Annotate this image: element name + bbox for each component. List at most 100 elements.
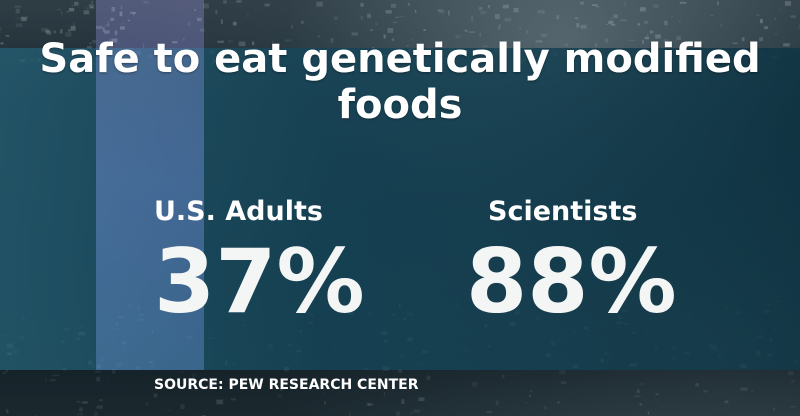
city-light	[370, 29, 374, 31]
city-light	[385, 10, 392, 14]
city-light	[247, 13, 249, 18]
city-light	[61, 11, 63, 16]
city-light	[395, 16, 400, 19]
city-light	[390, 3, 396, 8]
city-light	[74, 1, 79, 6]
city-light	[720, 24, 723, 27]
city-light	[513, 7, 519, 13]
city-light	[798, 24, 800, 29]
city-light	[316, 1, 323, 7]
city-light	[217, 40, 225, 43]
city-light	[351, 32, 358, 36]
city-light	[360, 2, 364, 7]
city-light	[482, 45, 488, 47]
city-light	[620, 19, 627, 22]
city-light	[535, 40, 543, 43]
stat-label-us-adults: U.S. Adults	[154, 196, 323, 227]
city-light	[318, 35, 320, 38]
city-light	[653, 4, 659, 9]
city-light	[387, 28, 394, 33]
city-light	[591, 4, 598, 6]
city-light	[741, 37, 745, 42]
city-light	[65, 32, 72, 37]
city-light	[478, 6, 483, 10]
city-light	[68, 8, 75, 12]
city-light	[637, 23, 641, 26]
stat-label-scientists: Scientists	[488, 196, 638, 227]
city-light	[580, 24, 587, 29]
city-light	[471, 16, 474, 21]
city-light	[468, 31, 475, 33]
stat-value-us-adults: 37%	[154, 230, 365, 333]
city-light	[604, 38, 609, 43]
city-light	[610, 17, 613, 20]
city-light	[392, 21, 398, 24]
city-light	[56, 9, 61, 11]
city-light	[611, 24, 616, 26]
city-light	[272, 41, 275, 43]
city-light	[203, 3, 209, 9]
city-light	[300, 20, 305, 24]
city-light	[46, 31, 52, 35]
city-light	[556, 15, 560, 20]
city-light	[649, 30, 654, 34]
city-light	[66, 11, 70, 13]
city-light	[228, 40, 234, 43]
city-light	[330, 38, 334, 43]
city-light	[86, 7, 89, 10]
city-light	[499, 24, 501, 28]
city-light	[537, 10, 545, 13]
city-light	[223, 0, 227, 4]
city-light	[639, 7, 646, 12]
city-light	[790, 15, 796, 18]
city-light	[252, 41, 255, 46]
city-light	[504, 17, 512, 22]
city-light	[375, 22, 378, 26]
city-light	[541, 12, 546, 15]
city-light	[480, 10, 486, 15]
city-light	[0, 42, 4, 45]
city-light	[0, 27, 2, 31]
city-light	[92, 39, 97, 44]
city-light	[488, 5, 490, 8]
city-light	[596, 6, 600, 8]
city-light	[644, 21, 648, 24]
city-light	[605, 23, 609, 25]
city-light	[5, 35, 10, 37]
city-light	[732, 42, 738, 44]
city-light	[423, 29, 427, 31]
city-light	[576, 23, 580, 28]
city-light	[91, 0, 93, 4]
city-light	[21, 16, 28, 20]
city-light	[455, 35, 461, 39]
city-light	[41, 28, 49, 32]
city-light	[415, 9, 417, 13]
city-light	[73, 22, 75, 26]
city-light	[784, 1, 791, 6]
city-light	[70, 25, 76, 31]
city-light	[399, 15, 405, 18]
city-light	[83, 10, 90, 15]
city-light	[678, 20, 681, 22]
city-light	[655, 34, 661, 39]
city-light	[564, 43, 568, 47]
city-light	[497, 26, 500, 30]
city-light	[764, 26, 769, 30]
city-light	[14, 17, 22, 19]
city-light	[215, 9, 218, 15]
city-light	[644, 36, 650, 40]
city-light	[276, 43, 280, 46]
city-light	[285, 39, 292, 42]
city-light	[439, 10, 445, 14]
city-light	[220, 19, 223, 24]
bottom-strip	[0, 370, 800, 416]
city-light	[595, 42, 597, 48]
city-light	[642, 39, 644, 45]
city-light	[60, 29, 63, 34]
city-light	[526, 29, 529, 34]
city-light	[759, 37, 764, 42]
city-light	[90, 6, 94, 9]
city-light	[71, 4, 74, 7]
city-light	[88, 4, 94, 9]
